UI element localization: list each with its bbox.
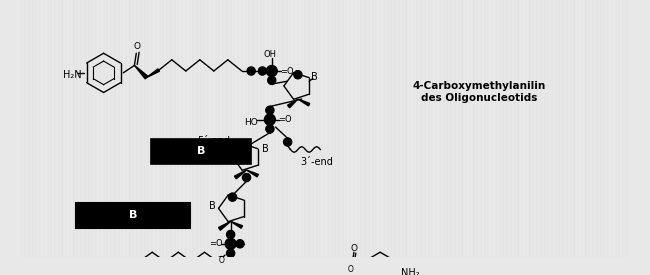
Text: OH: OH xyxy=(263,50,276,59)
Text: O: O xyxy=(237,239,243,248)
Text: B: B xyxy=(209,200,215,211)
Text: O: O xyxy=(295,70,301,79)
Polygon shape xyxy=(342,273,350,275)
Text: 5´-end: 5´-end xyxy=(198,136,230,146)
Polygon shape xyxy=(349,271,361,275)
Polygon shape xyxy=(287,99,298,108)
Text: O: O xyxy=(244,141,250,150)
Circle shape xyxy=(227,148,236,156)
Text: P: P xyxy=(269,67,274,76)
Text: O: O xyxy=(227,230,233,239)
Text: HO: HO xyxy=(244,118,258,127)
Polygon shape xyxy=(298,99,310,106)
Text: B: B xyxy=(311,72,318,82)
FancyBboxPatch shape xyxy=(151,139,251,164)
Polygon shape xyxy=(231,221,242,228)
Circle shape xyxy=(258,67,266,75)
Circle shape xyxy=(265,114,276,125)
Circle shape xyxy=(226,249,235,257)
Circle shape xyxy=(283,138,292,146)
Circle shape xyxy=(266,106,274,114)
Circle shape xyxy=(236,240,244,248)
Text: O: O xyxy=(229,192,235,202)
Circle shape xyxy=(226,230,235,239)
Text: P: P xyxy=(267,115,272,124)
Circle shape xyxy=(266,125,274,133)
Text: O: O xyxy=(134,42,140,51)
Polygon shape xyxy=(146,69,159,78)
Text: =O: =O xyxy=(209,239,222,248)
Circle shape xyxy=(228,193,237,201)
Circle shape xyxy=(268,76,276,84)
Circle shape xyxy=(294,70,302,79)
Circle shape xyxy=(242,173,251,182)
FancyBboxPatch shape xyxy=(77,203,190,228)
Text: B: B xyxy=(198,146,206,156)
Circle shape xyxy=(346,265,354,273)
Text: O: O xyxy=(248,67,254,76)
Text: O: O xyxy=(267,106,273,115)
Text: O: O xyxy=(267,124,273,133)
Text: O: O xyxy=(244,173,250,182)
Text: des Oligonucleotids: des Oligonucleotids xyxy=(421,93,538,103)
Polygon shape xyxy=(235,170,246,179)
Text: 4-Carboxymethylanilin: 4-Carboxymethylanilin xyxy=(413,81,546,91)
Circle shape xyxy=(225,238,236,249)
Text: O: O xyxy=(218,256,224,265)
Circle shape xyxy=(217,257,226,265)
Circle shape xyxy=(247,67,255,75)
Polygon shape xyxy=(246,170,258,177)
Polygon shape xyxy=(135,65,148,79)
Circle shape xyxy=(242,142,251,150)
Text: H₂N: H₂N xyxy=(64,70,82,80)
Polygon shape xyxy=(218,221,231,230)
Text: =O: =O xyxy=(280,67,294,76)
Text: O: O xyxy=(350,244,358,253)
Text: O: O xyxy=(347,265,353,274)
Text: =O: =O xyxy=(278,115,292,124)
Text: O: O xyxy=(259,67,265,76)
Text: O: O xyxy=(285,138,291,147)
Text: O: O xyxy=(229,148,235,157)
Text: P: P xyxy=(228,239,233,248)
Circle shape xyxy=(266,65,278,77)
Text: 3´-end: 3´-end xyxy=(300,157,333,167)
Text: B: B xyxy=(262,144,268,155)
Text: O: O xyxy=(269,76,275,85)
Text: NH₂: NH₂ xyxy=(400,268,419,275)
Text: O: O xyxy=(227,249,233,258)
Text: B: B xyxy=(129,210,138,220)
